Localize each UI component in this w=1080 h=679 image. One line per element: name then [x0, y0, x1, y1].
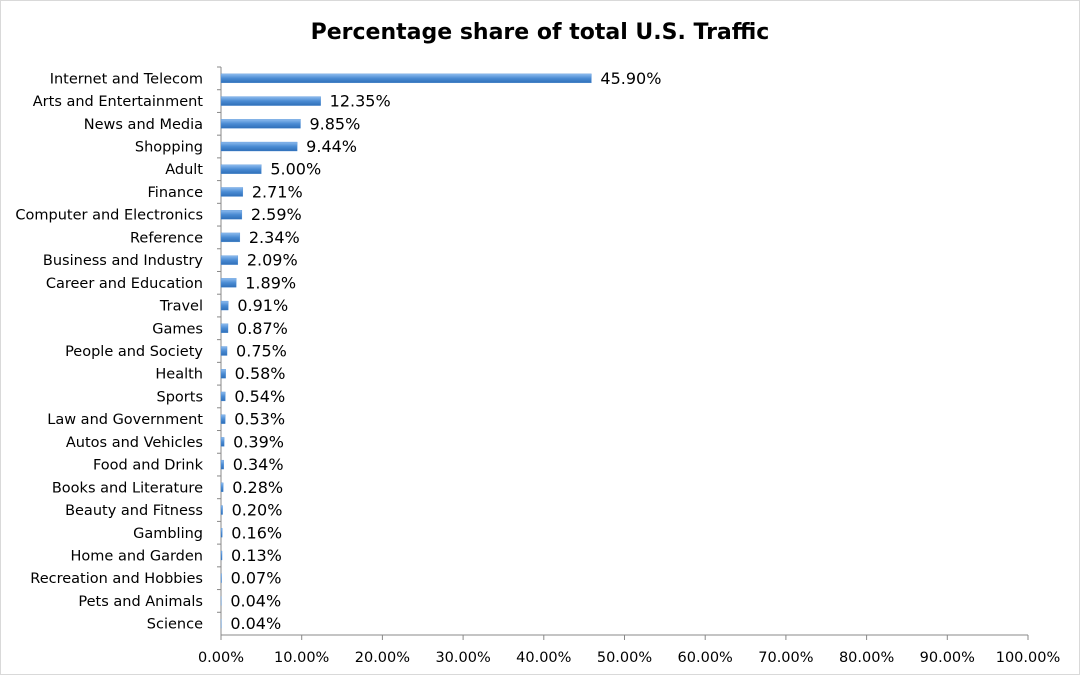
value-label: 0.28%: [232, 478, 283, 497]
bar: [221, 301, 228, 310]
y-tick-label: Food and Drink: [93, 458, 204, 474]
y-tick-label: Sports: [157, 389, 203, 405]
value-label: 0.13%: [231, 546, 282, 565]
value-label: 0.04%: [230, 614, 281, 633]
bar: [221, 74, 591, 83]
y-tick-label: Health: [155, 367, 203, 383]
y-tick-label: Science: [147, 617, 203, 633]
y-tick-label: Finance: [148, 185, 204, 201]
bar: [221, 165, 261, 174]
y-tick-label: Reference: [130, 230, 203, 246]
value-label: 9.85%: [309, 114, 360, 133]
y-tick-label: Career and Education: [46, 276, 203, 292]
y-tick-label: Pets and Animals: [78, 594, 203, 610]
bar: [221, 415, 225, 424]
value-label: 0.16%: [231, 523, 282, 542]
value-label: 2.71%: [252, 182, 303, 201]
y-tick-label: Recreation and Hobbies: [30, 571, 203, 587]
y-tick-label: Adult: [165, 162, 203, 178]
y-tick-label: Gambling: [133, 526, 203, 542]
x-tick-label: 60.00%: [678, 650, 733, 666]
value-label: 0.04%: [230, 591, 281, 610]
value-label: 0.87%: [237, 319, 288, 338]
value-label: 0.75%: [236, 342, 287, 361]
bar: [221, 324, 228, 333]
bar: [221, 506, 223, 515]
bar: [221, 278, 236, 287]
value-label: 0.91%: [237, 296, 288, 315]
x-tick-label: 10.00%: [274, 650, 329, 666]
value-label: 0.53%: [234, 410, 285, 429]
value-label: 2.09%: [247, 251, 298, 270]
y-tick-label: People and Society: [65, 344, 203, 360]
y-tick-label: News and Media: [84, 117, 203, 133]
y-tick-label: Law and Government: [47, 412, 203, 428]
y-tick-label: Beauty and Fitness: [65, 503, 203, 519]
bar: [221, 551, 222, 560]
chart-title: Percentage share of total U.S. Traffic: [311, 20, 770, 45]
y-tick-label: Arts and Entertainment: [33, 94, 204, 110]
value-label: 0.54%: [234, 387, 285, 406]
value-label: 12.35%: [330, 92, 391, 111]
bar: [221, 256, 238, 265]
value-label: 0.58%: [235, 364, 286, 383]
value-label: 0.34%: [233, 455, 284, 474]
x-tick-label: 0.00%: [198, 650, 244, 666]
value-label: 1.89%: [245, 273, 296, 292]
value-label: 0.07%: [231, 569, 282, 588]
bar: [221, 347, 227, 356]
bar: [221, 210, 242, 219]
x-tick-label: 70.00%: [758, 650, 813, 666]
value-label: 5.00%: [270, 160, 321, 179]
bar: [221, 233, 240, 242]
y-tick-label: Home and Garden: [71, 548, 203, 564]
x-tick-label: 20.00%: [355, 650, 410, 666]
bar: [221, 460, 224, 469]
y-tick-label: Travel: [159, 299, 203, 315]
bar: [221, 483, 223, 492]
x-tick-label: 100.00%: [996, 650, 1061, 666]
value-label: 2.34%: [249, 228, 300, 247]
y-tick-label: Books and Literature: [52, 480, 203, 496]
bar: [221, 437, 224, 446]
value-label: 9.44%: [306, 137, 357, 156]
bar: [221, 119, 300, 128]
x-tick-label: 80.00%: [839, 650, 894, 666]
x-tick-label: 30.00%: [435, 650, 490, 666]
x-tick-label: 50.00%: [597, 650, 652, 666]
bar: [221, 392, 225, 401]
value-label: 0.20%: [232, 501, 283, 520]
value-label: 45.90%: [600, 69, 661, 88]
y-tick-label: Games: [152, 321, 203, 337]
bar: [221, 369, 226, 378]
bar: [221, 574, 222, 583]
y-tick-label: Computer and Electronics: [15, 208, 203, 224]
bar: [221, 97, 321, 106]
y-tick-label: Autos and Vehicles: [66, 435, 203, 451]
y-tick-label: Business and Industry: [43, 253, 203, 269]
x-tick-label: 40.00%: [516, 650, 571, 666]
y-tick-label: Internet and Telecom: [50, 71, 203, 87]
bar: [221, 528, 222, 537]
x-tick-label: 90.00%: [920, 650, 975, 666]
bar: [221, 142, 297, 151]
y-tick-label: Shopping: [135, 140, 203, 156]
value-label: 2.59%: [251, 205, 302, 224]
value-label: 0.39%: [233, 432, 284, 451]
bar: [221, 187, 243, 196]
